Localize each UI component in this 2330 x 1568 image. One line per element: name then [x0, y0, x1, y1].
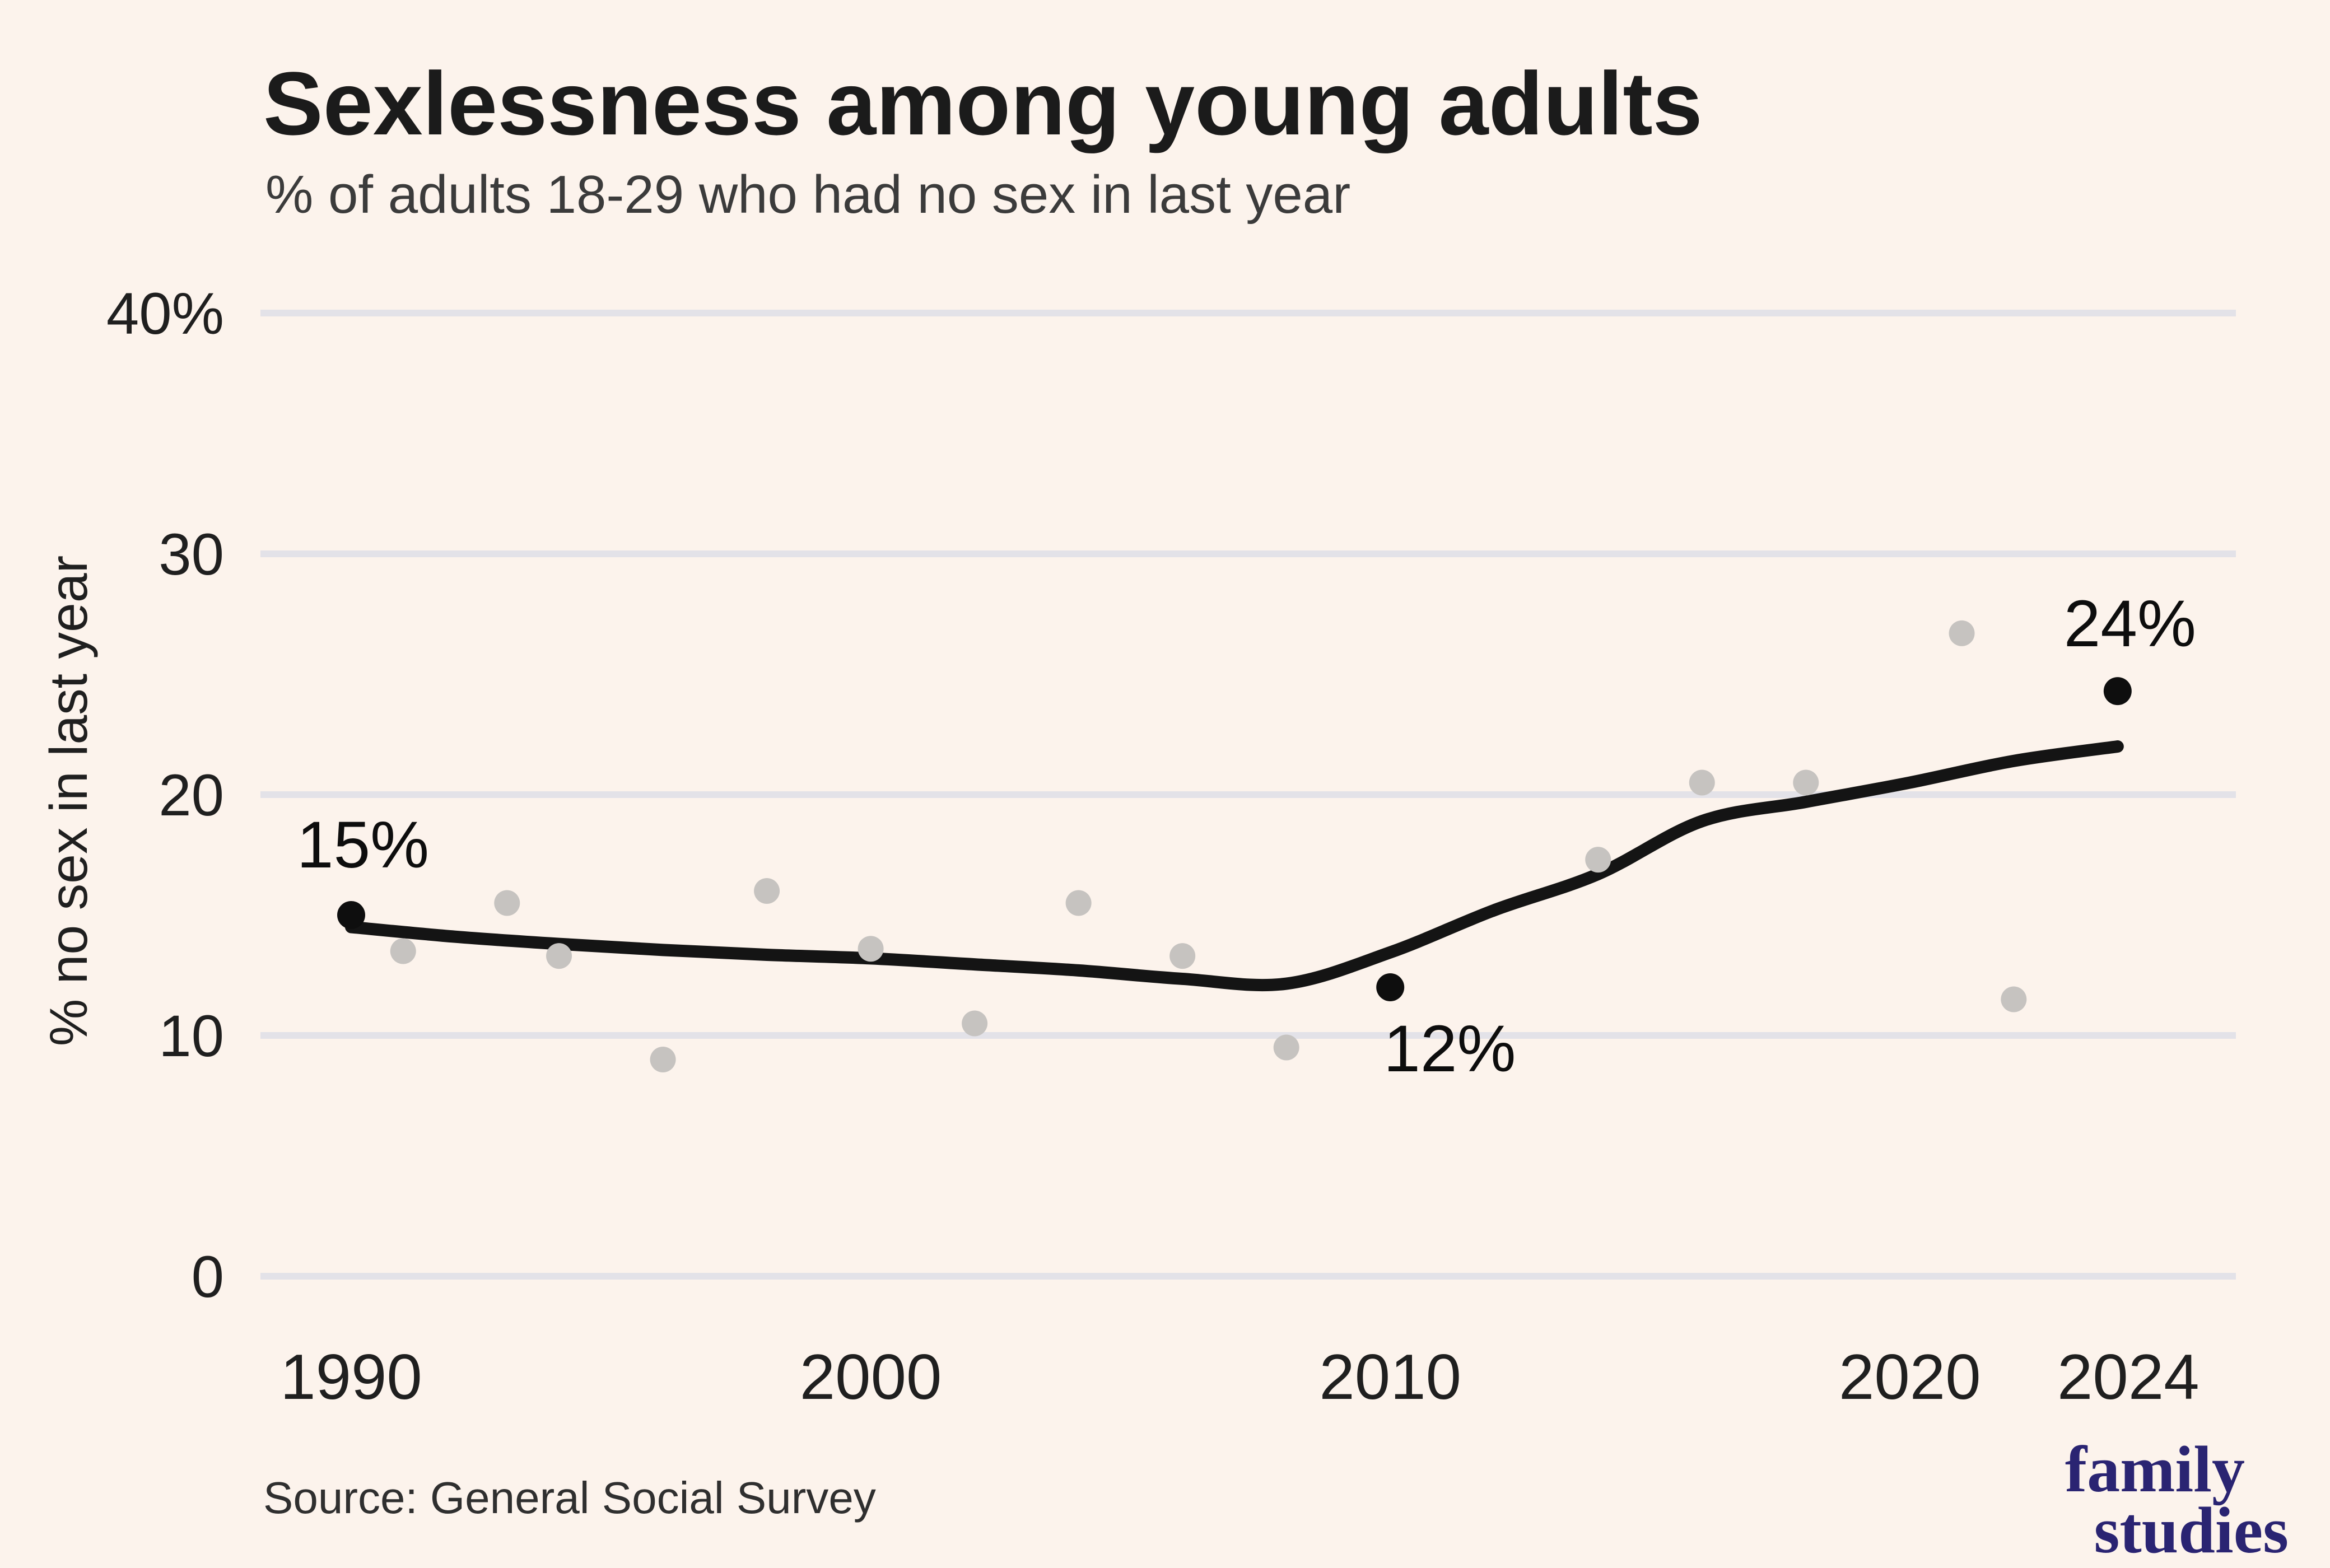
data-dot-1998 [754, 878, 780, 904]
annotation-15%: 15% [297, 808, 429, 882]
data-dot-2008 [1273, 1034, 1299, 1061]
data-dot-2002 [962, 1010, 988, 1037]
data-dot-2014 [1585, 847, 1611, 873]
scatter-dots-group [337, 620, 2132, 1072]
annotation-12%: 12% [1383, 1012, 1516, 1086]
trend-line [345, 740, 2124, 992]
data-dot-2006 [1169, 943, 1196, 969]
annotations-group: 15% 12% 24% [297, 587, 2196, 1086]
data-dot-2000 [858, 936, 884, 962]
annotation-24%: 24% [2064, 587, 2196, 661]
y-tick-label-0: 0 [192, 1244, 224, 1310]
x-tick-label-1990: 1990 [280, 1342, 422, 1413]
data-dot-2004 [1065, 890, 1092, 916]
y-tick-label-40: 40% [106, 281, 224, 347]
source-note: Source: General Social Survey [263, 1473, 876, 1523]
y-axis-title: % no sex in last year [39, 556, 99, 1047]
logo-studies-line: studies [2094, 1494, 2289, 1567]
data-dot-1994 [546, 943, 572, 969]
data-dot-2022 [2001, 986, 2027, 1012]
x-tick-label-2020: 2020 [1839, 1342, 1981, 1413]
y-tick-label-20: 20 [159, 763, 224, 828]
x-tick-label-2000: 2000 [800, 1342, 942, 1413]
highlight-dot-1990 [337, 901, 365, 929]
data-dot-1993 [494, 890, 520, 916]
data-dot-1996 [650, 1047, 676, 1072]
x-tick-label-2010: 2010 [1319, 1342, 1461, 1413]
data-dot-1991 [390, 938, 416, 964]
y-tick-label-30: 30 [159, 522, 224, 587]
y-tick-label-10: 10 [159, 1004, 224, 1069]
logo-family-line: family [2065, 1432, 2245, 1506]
chart-subtitle: % of adults 18-29 who had no sex in last… [265, 165, 1350, 225]
chart-title: Sexlessness among young adults [263, 53, 1703, 153]
gridlines-group [260, 310, 2236, 1280]
y-tick-labels-group: 40% 30 20 10 0 [106, 281, 224, 1310]
data-dot-2016 [1689, 769, 1715, 796]
x-tick-label-2024: 2024 [2057, 1342, 2199, 1413]
x-tick-labels-group: 1990 2000 2010 2020 2024 [280, 1342, 2199, 1413]
data-dot-2021 [1949, 620, 1975, 646]
highlight-dot-2024 [2103, 677, 2132, 706]
trend-line-group [345, 740, 2124, 992]
highlight-dot-2010 [1376, 973, 1405, 1001]
data-dot-2018 [1793, 769, 1819, 796]
